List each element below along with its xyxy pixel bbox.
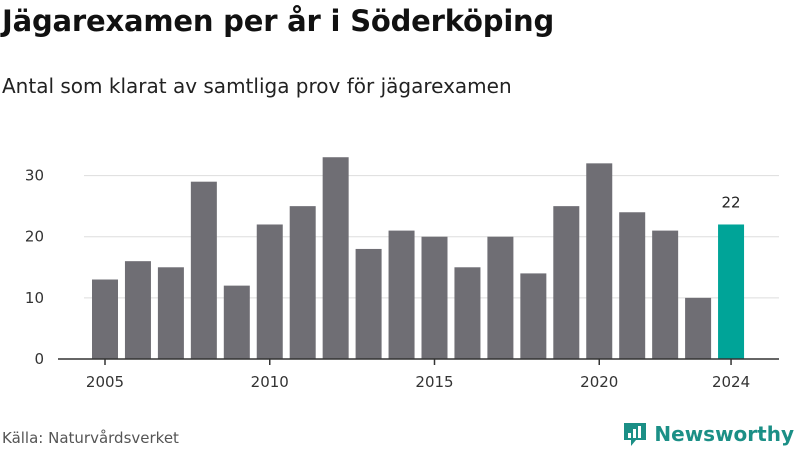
data-label: 22 <box>722 193 741 211</box>
bar <box>322 157 349 359</box>
bar <box>157 267 184 359</box>
x-tick-label: 2015 <box>415 373 453 391</box>
bar <box>454 267 481 359</box>
y-tick-label: 30 <box>25 167 44 185</box>
bar <box>289 206 316 359</box>
y-tick-label: 10 <box>25 289 44 307</box>
bar <box>553 206 580 359</box>
bar <box>487 236 514 359</box>
bar <box>256 224 283 359</box>
x-tick-label: 2005 <box>86 373 124 391</box>
bar-chart: 0 10 20 30 2005 2010 2015 2020 2024 22 <box>25 157 779 391</box>
y-tick-label: 20 <box>25 228 44 246</box>
bar <box>190 181 217 359</box>
chart-title: Jägarexamen per år i Söderköping <box>2 4 555 38</box>
chart-subtitle: Antal som klarat av samtliga prov för jä… <box>2 74 512 98</box>
bar <box>652 230 679 359</box>
bar <box>223 285 250 359</box>
bar <box>124 261 151 359</box>
bar <box>718 224 745 359</box>
x-tick-label: 2020 <box>580 373 618 391</box>
bar <box>92 279 118 359</box>
brand-name: Newsworthy <box>654 422 794 446</box>
x-tick-label: 2010 <box>251 373 289 391</box>
x-tick-label: 2024 <box>712 373 750 391</box>
y-tick-label: 0 <box>34 350 44 368</box>
newsworthy-logo: Newsworthy <box>622 421 794 447</box>
bar <box>685 297 712 359</box>
bar <box>421 236 448 359</box>
bar <box>619 212 646 359</box>
bar <box>586 163 613 359</box>
bar <box>520 273 547 359</box>
bar <box>388 230 415 359</box>
newsworthy-logo-icon <box>624 423 647 446</box>
bar <box>355 248 382 359</box>
source-note: Källa: Naturvårdsverket <box>2 429 179 447</box>
